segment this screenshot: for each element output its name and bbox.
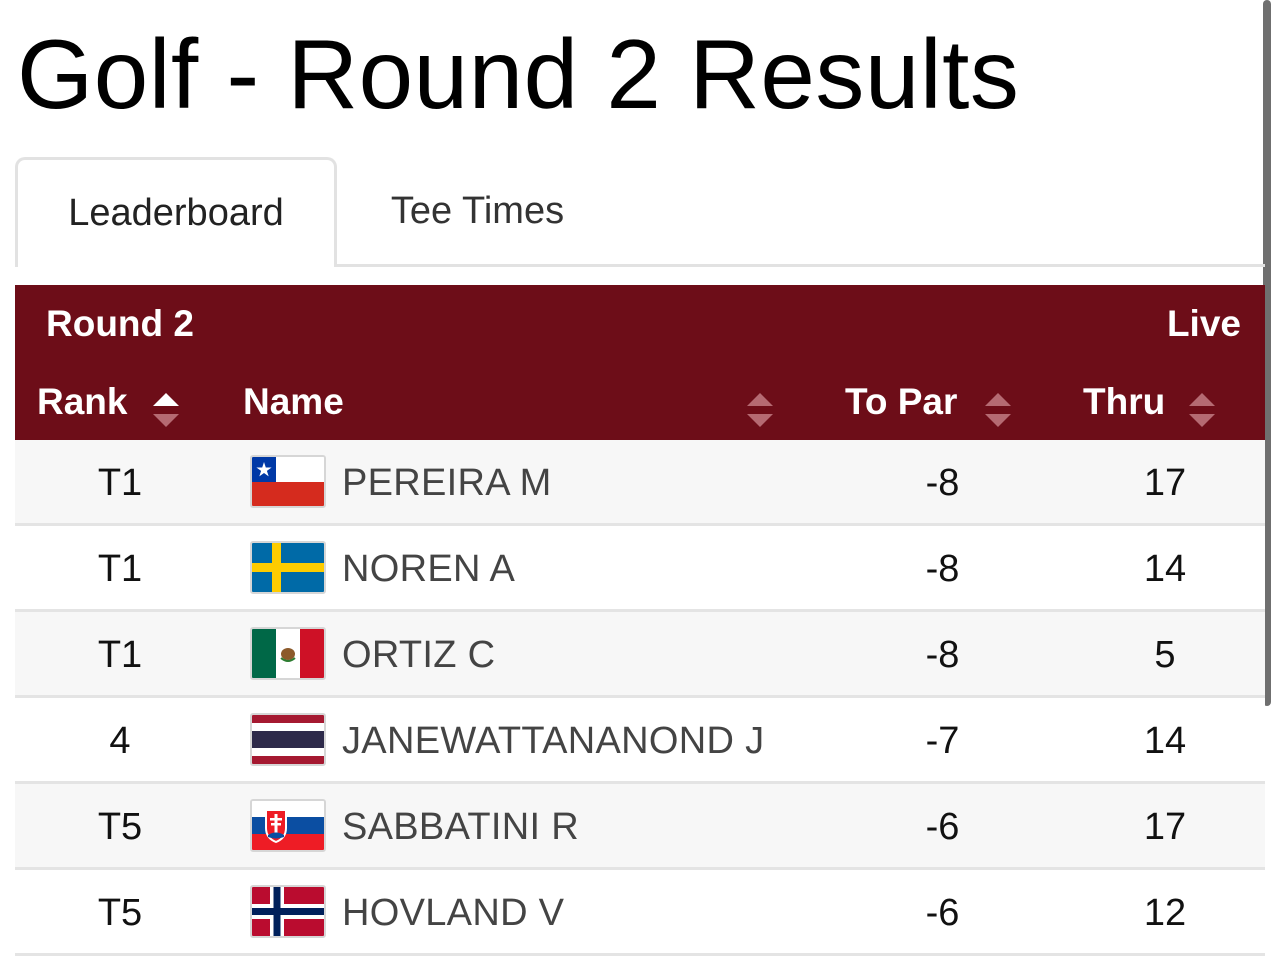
table-row[interactable]: 4 JANEWATTANANOND J -7 14 <box>15 698 1265 784</box>
column-header-rank[interactable]: Rank <box>37 381 128 422</box>
sort-icon[interactable] <box>1187 391 1217 429</box>
table-row[interactable]: T1 ORTIZ C -8 5 <box>15 612 1265 698</box>
rank-cell: T1 <box>97 548 143 590</box>
to-par-cell: -6 <box>925 806 960 848</box>
page-title: Golf - Round 2 Results <box>17 19 1020 129</box>
to-par-cell: -7 <box>925 720 960 762</box>
rank-cell: T5 <box>97 806 143 848</box>
thru-cell: 17 <box>1143 806 1187 848</box>
thru-cell: 5 <box>1154 634 1176 676</box>
rank-cell: T1 <box>97 462 143 504</box>
table-row[interactable]: T5 HOVLAND V -6 12 <box>15 870 1265 956</box>
player-name[interactable]: PEREIRA M <box>342 462 552 504</box>
norway-flag-icon <box>250 885 326 938</box>
player-name[interactable]: ORTIZ C <box>342 634 496 676</box>
live-status-label: Live <box>1166 303 1241 344</box>
sort-icon[interactable] <box>983 391 1013 429</box>
player-name[interactable]: JANEWATTANANOND J <box>342 720 765 762</box>
sweden-flag-icon <box>250 541 326 594</box>
tab-bar: Leaderboard Tee Times <box>15 157 1265 267</box>
thru-cell: 17 <box>1143 462 1187 504</box>
scrollbar[interactable] <box>1263 0 1271 706</box>
round-label: Round 2 <box>46 303 194 344</box>
column-header-name[interactable]: Name <box>243 381 344 422</box>
player-name[interactable]: NOREN A <box>342 548 516 590</box>
thru-cell: 14 <box>1143 720 1187 762</box>
table-row[interactable]: T5 SABBATINI R -6 17 <box>15 784 1265 870</box>
rank-cell: 4 <box>109 720 131 762</box>
to-par-cell: -8 <box>925 634 960 676</box>
rank-cell: T1 <box>97 634 143 676</box>
thru-cell: 12 <box>1143 892 1187 934</box>
thailand-flag-icon <box>250 713 326 766</box>
sort-icon[interactable] <box>745 391 775 429</box>
table-row[interactable]: T1 PEREIRA M -8 17 <box>15 440 1265 526</box>
column-header-to-par[interactable]: To Par <box>845 381 958 422</box>
player-name[interactable]: SABBATINI R <box>342 806 579 848</box>
tab-divider <box>15 264 1265 267</box>
rank-cell: T5 <box>97 892 143 934</box>
sort-ascending-icon[interactable] <box>151 391 181 429</box>
thru-cell: 14 <box>1143 548 1187 590</box>
table-row[interactable]: T1 NOREN A -8 14 <box>15 526 1265 612</box>
chile-flag-icon <box>250 455 326 508</box>
leaderboard-header: Round 2 Live Rank Name To Par Thru <box>15 285 1265 440</box>
column-header-thru[interactable]: Thru <box>1083 381 1166 422</box>
to-par-cell: -8 <box>925 462 960 504</box>
player-name[interactable]: HOVLAND V <box>342 892 565 934</box>
to-par-cell: -6 <box>925 892 960 934</box>
slovakia-flag-icon <box>250 799 326 852</box>
tab-tee-times[interactable]: Tee Times <box>390 189 565 232</box>
tab-leaderboard[interactable]: Leaderboard <box>15 157 337 267</box>
mexico-flag-icon <box>250 627 326 680</box>
to-par-cell: -8 <box>925 548 960 590</box>
